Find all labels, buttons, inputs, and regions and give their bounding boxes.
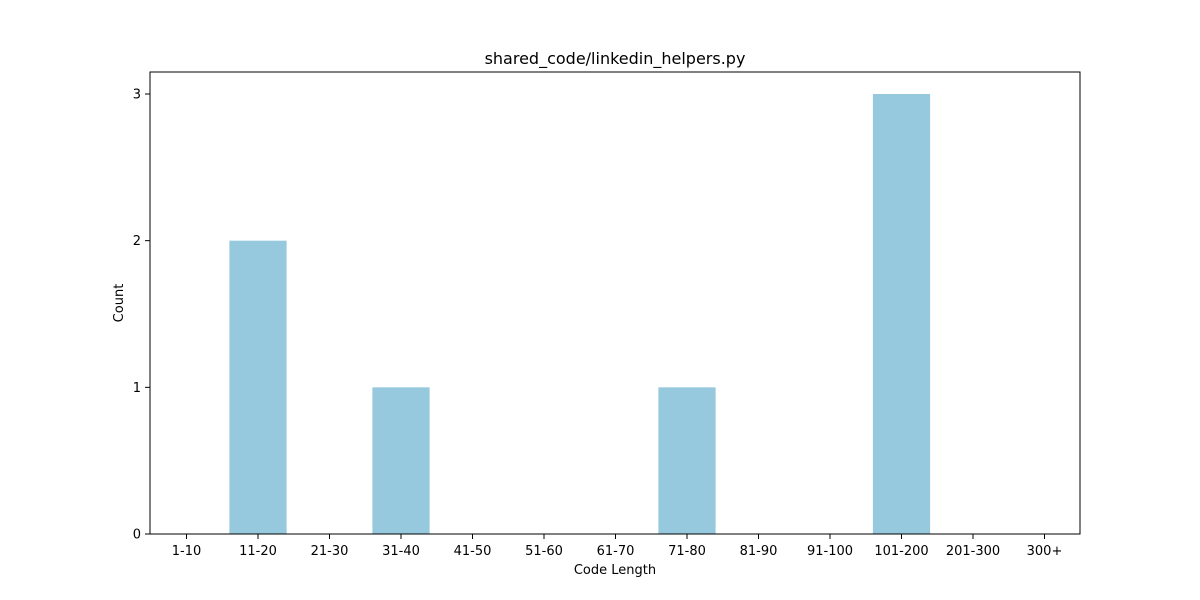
- x-tick-label: 11-20: [239, 544, 277, 559]
- y-axis-title: Count: [112, 284, 127, 323]
- x-tick-label: 61-70: [597, 544, 635, 559]
- x-axis-title: Code Length: [574, 563, 656, 578]
- x-tick-label: 91-100: [807, 544, 853, 559]
- bar-11-20: [229, 240, 287, 534]
- x-tick-label: 51-60: [525, 544, 563, 559]
- x-tick-label: 101-200: [874, 544, 928, 559]
- x-tick-label: 21-30: [311, 544, 349, 559]
- y-tick-label: 3: [133, 88, 141, 103]
- y-tick-label: 1: [133, 381, 141, 396]
- bar-31-40: [372, 387, 430, 534]
- chart-title: shared_code/linkedin_helpers.py: [485, 49, 746, 69]
- x-tick-label: 41-50: [454, 544, 492, 559]
- bar-71-80: [658, 387, 716, 534]
- x-tick-label: 300+: [1027, 544, 1063, 559]
- x-axis: 1-10 11-20 21-30 31-40 41-50 51-60 61-70 71-80 8…: [172, 534, 1063, 559]
- y-tick-label: 2: [133, 234, 141, 249]
- y-axis: 0 1 2 3: [133, 88, 150, 543]
- x-tick-label: 81-90: [740, 544, 778, 559]
- x-tick-label: 31-40: [382, 544, 420, 559]
- y-tick-label: 0: [133, 528, 141, 543]
- x-tick-label: 201-300: [946, 544, 1000, 559]
- x-tick-label: 71-80: [668, 544, 706, 559]
- plot-area-frame: [149, 71, 1081, 535]
- bars-layer: [229, 94, 931, 534]
- bar-101-200: [872, 94, 931, 534]
- x-tick-label: 1-10: [172, 544, 202, 559]
